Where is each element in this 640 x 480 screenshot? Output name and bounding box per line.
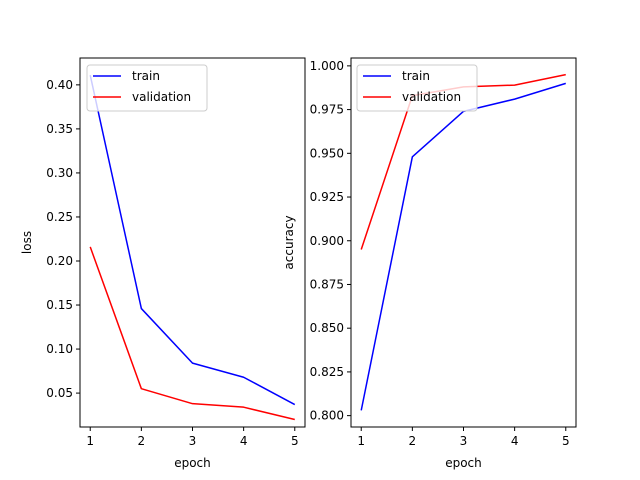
loss-validation-line — [89, 246, 295, 421]
accuracy-y-tick-label: 0.975 — [310, 103, 344, 117]
loss-x-tick-label: 5 — [291, 434, 299, 448]
loss-y-tick-label: 0.20 — [46, 254, 73, 268]
loss-x-tick-label: 2 — [138, 434, 146, 448]
accuracy-x-tick-label: 3 — [460, 434, 468, 448]
loss-x-tick-labels: 1 2 3 4 5 — [86, 434, 298, 448]
accuracy-legend-train-label: train — [402, 69, 430, 83]
accuracy-x-tick-label: 5 — [562, 434, 570, 448]
loss-plot-frame — [79, 57, 306, 428]
accuracy-plot-frame — [350, 57, 577, 428]
accuracy-x-tick-label: 1 — [357, 434, 365, 448]
loss-y-axis-label: loss — [20, 231, 34, 254]
accuracy-x-tick-labels: 1 2 3 4 5 — [357, 434, 569, 448]
loss-y-tick-label: 0.35 — [46, 122, 73, 136]
accuracy-y-tick-label: 0.825 — [310, 365, 344, 379]
loss-legend-train-label: train — [132, 69, 160, 83]
accuracy-x-tick-label: 4 — [511, 434, 519, 448]
loss-y-tick-label: 0.10 — [46, 342, 73, 356]
loss-y-tick-label: 0.15 — [46, 298, 73, 312]
loss-legend: train validation — [86, 64, 208, 112]
accuracy-y-tick-label: 0.800 — [310, 409, 344, 423]
accuracy-y-tick-label: 0.900 — [310, 234, 344, 248]
accuracy-chart: 0.800 0.825 0.850 0.875 0.900 0.925 0.950 0.975… — [282, 57, 577, 470]
accuracy-legend: train validation — [356, 64, 478, 112]
loss-ticks — [76, 84, 296, 431]
accuracy-y-tick-label: 1.000 — [310, 59, 344, 73]
accuracy-y-tick-label: 0.950 — [310, 146, 344, 160]
accuracy-y-tick-label: 0.850 — [310, 321, 344, 335]
loss-train-line — [89, 75, 296, 406]
accuracy-y-tick-labels: 0.800 0.825 0.850 0.875 0.900 0.925 0.950 0.975… — [310, 59, 344, 423]
loss-y-tick-label: 0.30 — [46, 166, 73, 180]
accuracy-legend-validation-label: validation — [402, 90, 461, 104]
accuracy-x-axis-label: epoch — [445, 456, 482, 470]
accuracy-x-tick-label: 2 — [409, 434, 417, 448]
accuracy-ticks — [347, 65, 567, 431]
loss-y-tick-labels: 0.05 0.10 0.15 0.20 0.25 0.30 0.35 0.40 — [46, 78, 73, 400]
accuracy-y-tick-label: 0.875 — [310, 277, 344, 291]
loss-x-tick-label: 1 — [86, 434, 94, 448]
loss-x-axis-label: epoch — [174, 456, 211, 470]
loss-y-tick-label: 0.05 — [46, 386, 73, 400]
loss-x-tick-label: 4 — [240, 434, 248, 448]
loss-y-tick-label: 0.25 — [46, 210, 73, 224]
accuracy-y-axis-label: accuracy — [282, 215, 296, 269]
loss-series — [89, 75, 296, 421]
loss-legend-validation-label: validation — [132, 90, 191, 104]
loss-chart: 0.05 0.10 0.15 0.20 0.25 0.30 0.35 0.40 1 2 3 4 5 e… — [20, 57, 306, 470]
accuracy-y-tick-label: 0.925 — [310, 190, 344, 204]
loss-y-tick-label: 0.40 — [46, 78, 73, 92]
loss-x-tick-label: 3 — [189, 434, 197, 448]
